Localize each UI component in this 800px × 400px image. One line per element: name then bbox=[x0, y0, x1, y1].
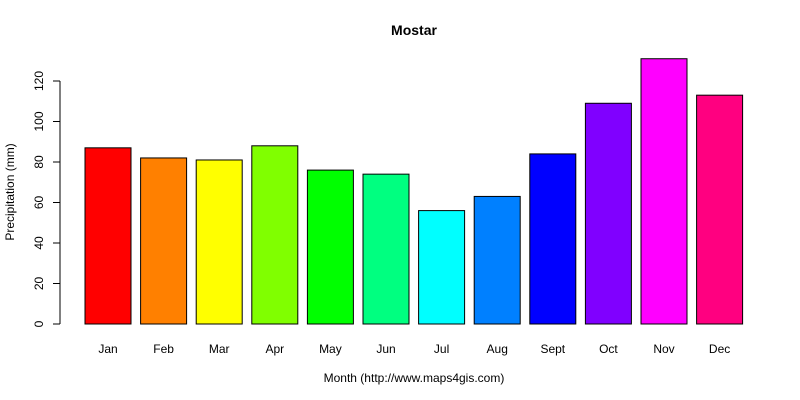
y-tick-label: 120 bbox=[32, 71, 46, 91]
bar-oct bbox=[584, 102, 632, 325]
y-tick-label: 40 bbox=[32, 236, 46, 250]
x-tick-label: Mar bbox=[209, 342, 230, 356]
y-axis-label: Precipitation (mm) bbox=[3, 143, 17, 240]
x-tick-label: Jun bbox=[376, 342, 395, 356]
bar-apr bbox=[251, 145, 299, 325]
bar-sept bbox=[529, 153, 577, 325]
bars-group bbox=[84, 58, 744, 325]
y-tick-label: 20 bbox=[32, 277, 46, 291]
y-tick-label: 0 bbox=[32, 320, 46, 327]
bar-may bbox=[306, 169, 354, 325]
bar-jun bbox=[362, 173, 410, 325]
x-tick-label: Dec bbox=[709, 342, 730, 356]
x-tick-label: Apr bbox=[265, 342, 284, 356]
bar-jul bbox=[418, 210, 466, 325]
x-axis-tick-labels: Jan Feb Mar Apr May Jun Jul Aug Sept Oct Nov Dec bbox=[98, 342, 730, 356]
x-tick-label: Jan bbox=[98, 342, 117, 356]
x-tick-label: Nov bbox=[653, 342, 674, 356]
x-tick-label: Sept bbox=[540, 342, 565, 356]
bar-jan bbox=[84, 147, 132, 325]
bar-dec bbox=[696, 94, 744, 325]
x-axis-label: Month (http://www.maps4gis.com) bbox=[324, 371, 505, 385]
x-tick-label: Aug bbox=[487, 342, 508, 356]
chart-title: Mostar bbox=[391, 22, 437, 38]
bar-feb bbox=[140, 157, 188, 325]
x-tick-label: Feb bbox=[153, 342, 174, 356]
x-tick-label: May bbox=[319, 342, 342, 356]
bar-aug bbox=[473, 195, 521, 325]
y-tick-label: 60 bbox=[32, 196, 46, 210]
x-tick-label: Oct bbox=[599, 342, 618, 356]
y-axis: 0 20 40 60 80 100 120 bbox=[32, 71, 61, 327]
x-tick-label: Jul bbox=[434, 342, 449, 356]
bar-mar bbox=[195, 159, 243, 325]
y-tick-label: 100 bbox=[32, 111, 46, 131]
y-tick-label: 80 bbox=[32, 155, 46, 169]
bar-nov bbox=[640, 58, 688, 325]
